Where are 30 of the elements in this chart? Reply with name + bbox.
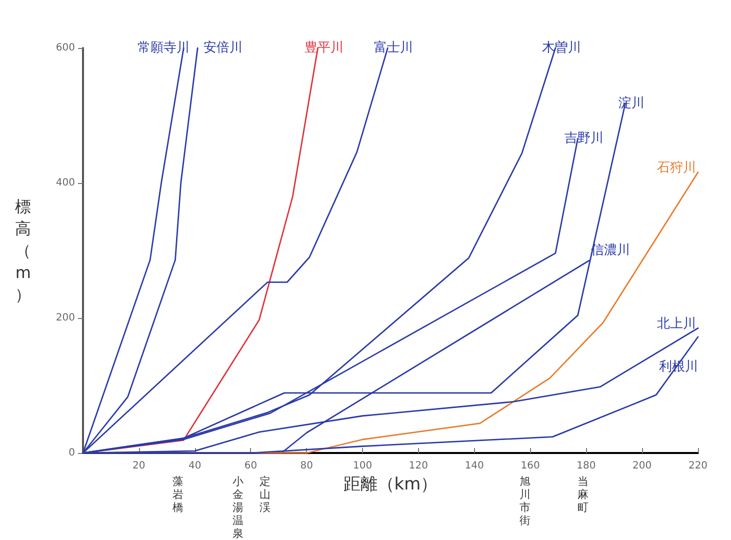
series-label: 豊平川 — [304, 40, 344, 56]
series-label: 石狩川 — [657, 160, 696, 176]
series-label: 富士川 — [374, 40, 414, 56]
x-tick-label: 160 — [520, 460, 540, 472]
series-label: 淀川 — [618, 96, 644, 111]
series-label: 北上川 — [657, 316, 696, 332]
x-tick-label: 140 — [464, 460, 484, 472]
x-axis-title: 距離（km） — [343, 474, 438, 494]
series-label: 安倍川 — [204, 40, 243, 56]
y-tick-label: 200 — [56, 312, 75, 324]
text: 定山渓 — [260, 475, 270, 514]
y-tick-label: 600 — [56, 42, 75, 54]
text: 当麻町 — [578, 475, 588, 514]
y-tick-label: 0 — [68, 448, 75, 458]
x-tick-label: 200 — [632, 460, 652, 472]
x-tick-label: 40 — [188, 460, 202, 472]
series-label: 木曽川 — [542, 40, 581, 56]
x-tick-label: 120 — [408, 460, 428, 472]
text: 藻岩橋 — [172, 475, 184, 514]
x-tick-label: 80 — [300, 460, 314, 472]
y-axis-title: 標高（m） — [15, 197, 31, 304]
y-tick-label: 400 — [56, 178, 75, 188]
series-label: 吉野川 — [564, 130, 604, 146]
x-tick-label: 20 — [132, 460, 146, 472]
text: 旭川市街 — [520, 475, 530, 527]
x-tick-label: 100 — [353, 460, 372, 472]
x-tick-label: 60 — [244, 460, 258, 472]
text: 小金湯温泉 — [232, 475, 244, 540]
x-tick-label: 220 — [688, 460, 708, 472]
x-tick-label: 180 — [576, 460, 596, 472]
